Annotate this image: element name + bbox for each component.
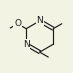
Text: O: O <box>14 19 21 28</box>
Text: N: N <box>36 16 43 25</box>
Text: N: N <box>23 40 30 49</box>
